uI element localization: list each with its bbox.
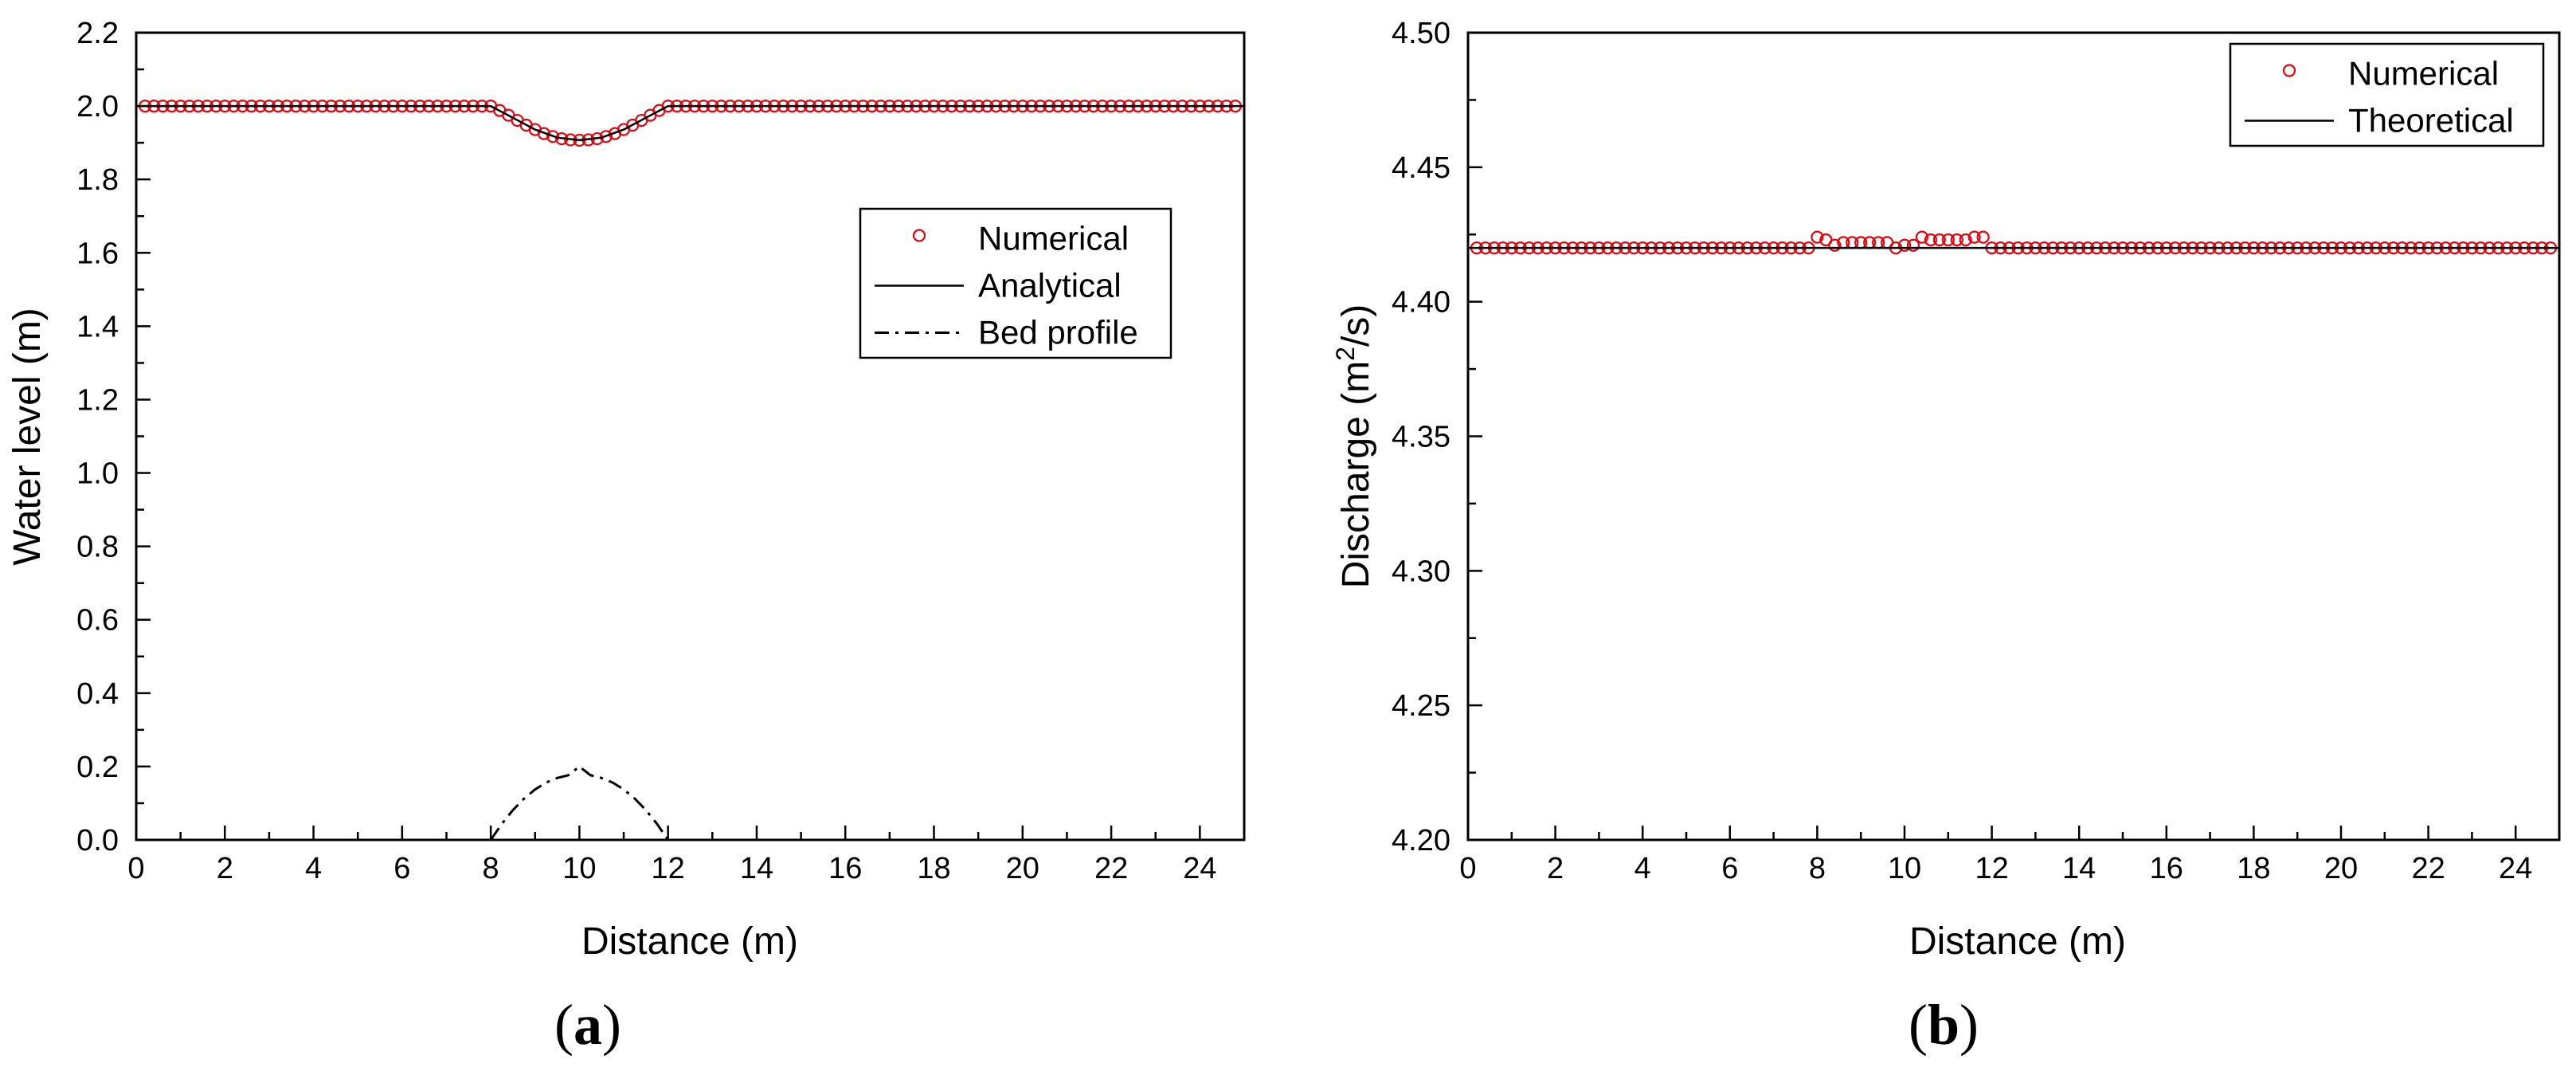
p0-x-tick-label: 4 bbox=[305, 852, 322, 885]
p0-legend-label: Numerical bbox=[978, 220, 1129, 257]
p1-x-tick-label: 10 bbox=[1888, 852, 1921, 885]
p0-x-tick-label: 14 bbox=[740, 852, 773, 885]
p1-numerical-point bbox=[1828, 238, 1842, 252]
p1-numerical-point bbox=[1959, 233, 1972, 247]
p0-axes-frame bbox=[135, 31, 1246, 842]
p0-y-tick-label: 0.4 bbox=[76, 677, 119, 711]
p0-bed-profile-line bbox=[489, 765, 669, 841]
p1-numerical-point bbox=[1941, 233, 1955, 247]
panel-a-caption-letter: a bbox=[574, 993, 602, 1057]
p0-y-tick-label: 2.0 bbox=[76, 90, 119, 124]
p1-numerical-point bbox=[1924, 233, 1937, 247]
p0-x-tick-label: 0 bbox=[127, 852, 144, 885]
p1-numerical-point bbox=[1811, 230, 1824, 244]
p1-x-tick-label: 8 bbox=[1809, 852, 1826, 885]
p1-legend-label: Numerical bbox=[2348, 55, 2499, 92]
p1-numerical-point bbox=[1950, 233, 1963, 247]
p0-y-tick-label: 1.8 bbox=[76, 163, 119, 197]
p1-axes-frame bbox=[1466, 31, 2561, 842]
panel-b-caption: (b) bbox=[1909, 993, 1979, 1057]
p0-x-tick-label: 12 bbox=[652, 852, 685, 885]
panel-b-plot-area: 0 2 4 6 8 10 12 14 16 18 20 22 244.204.254.304.354.4… bbox=[1392, 17, 2561, 885]
panel-a-water-level-chart: 0 2 4 6 8 10 12 14 16 18 20 22 240.00.20.40.60.81.01… bbox=[6, 17, 1246, 1057]
p1-numerical-point bbox=[1906, 238, 1920, 252]
p1-numerical-point bbox=[1932, 233, 1946, 247]
p0-legend-label: Bed profile bbox=[978, 314, 1138, 351]
p1-y-tick-label: 4.30 bbox=[1392, 555, 1450, 588]
p1-x-tick-label: 12 bbox=[1975, 852, 2008, 885]
p1-y-tick-label: 4.35 bbox=[1392, 421, 1450, 454]
p0-x-tick-label: 18 bbox=[917, 852, 950, 885]
p1-numerical-point bbox=[1897, 238, 1912, 252]
p1-y-tick-label: 4.50 bbox=[1392, 17, 1450, 50]
p0-x-tick-label: 22 bbox=[1094, 852, 1128, 885]
p0-numerical-point bbox=[546, 130, 560, 143]
p0-x-tick-label: 6 bbox=[393, 852, 410, 885]
p0-analytical-line bbox=[136, 104, 1244, 142]
p1-y-tick-label: 4.40 bbox=[1392, 286, 1450, 320]
p1-x-tick-label: 20 bbox=[2324, 852, 2358, 885]
panel-b-y-axis-label-prefix: Discharge (m bbox=[1335, 361, 1377, 588]
panel-a-plot-area: 0 2 4 6 8 10 12 14 16 18 20 22 240.00.20.40.60.81.01… bbox=[76, 17, 1246, 885]
p0-x-tick-label: 24 bbox=[1183, 852, 1216, 885]
p0-x-tick-label: 20 bbox=[1006, 852, 1039, 885]
p1-y-tick-label: 4.45 bbox=[1392, 151, 1450, 185]
p0-y-tick-label: 1.0 bbox=[76, 457, 119, 491]
panel-a-y-axis-label: Water level (m) bbox=[6, 308, 49, 566]
p0-y-tick-label: 0.2 bbox=[76, 751, 119, 784]
p1-x-tick-label: 22 bbox=[2411, 852, 2445, 885]
p1-legend: Numerical Theoretical bbox=[2229, 42, 2545, 147]
p0-legend-label: Analytical bbox=[978, 267, 1122, 304]
p0-x-tick-label: 2 bbox=[217, 852, 233, 885]
p1-numerical-point bbox=[1967, 230, 1981, 244]
p0-y-tick-label: 0.8 bbox=[76, 531, 119, 564]
p1-y-tick-label: 4.25 bbox=[1392, 689, 1450, 723]
p0-legend-marker bbox=[912, 229, 926, 242]
p1-y-tick-label: 4.20 bbox=[1392, 824, 1450, 857]
p1-numerical-point bbox=[1976, 230, 1990, 244]
p1-x-tick-label: 14 bbox=[2062, 852, 2096, 885]
p1-legend-box bbox=[2229, 42, 2545, 147]
p1-x-tick-label: 0 bbox=[1459, 852, 1476, 885]
p0-y-tick-label: 0.0 bbox=[76, 824, 119, 857]
p0-y-tick-label: 1.6 bbox=[76, 237, 119, 270]
p0-legend: Numerical Analytical Bed profile bbox=[859, 207, 1173, 359]
p1-x-tick-label: 18 bbox=[2237, 852, 2270, 885]
panel-b-y-axis-label: Discharge (m2/s) bbox=[1331, 304, 1377, 589]
panel-b-y-axis-label-sup: 2 bbox=[1331, 347, 1360, 361]
panel-b-discharge-chart: 0 2 4 6 8 10 12 14 16 18 20 22 244.204.254.304.354.4… bbox=[1331, 17, 2561, 1057]
p1-legend-marker bbox=[2282, 64, 2296, 77]
p0-y-tick-label: 0.6 bbox=[76, 604, 119, 638]
p0-numerical-point bbox=[599, 130, 613, 143]
panel-b-x-axis-label: Distance (m) bbox=[1909, 920, 2126, 963]
p1-legend-label: Theoretical bbox=[2348, 102, 2514, 139]
panel-b-caption-letter: b bbox=[1928, 993, 1959, 1057]
p1-x-tick-label: 6 bbox=[1721, 852, 1738, 885]
p0-numerical-point bbox=[537, 127, 550, 140]
panel-a-x-axis-label: Distance (m) bbox=[581, 920, 798, 963]
panel-b-y-axis-label-suffix: /s) bbox=[1335, 304, 1377, 347]
p0-x-tick-label: 10 bbox=[562, 852, 596, 885]
p0-x-tick-label: 16 bbox=[828, 852, 862, 885]
p1-x-tick-label: 16 bbox=[2150, 852, 2183, 885]
p0-y-tick-label: 1.4 bbox=[76, 310, 119, 343]
p1-numerical-point bbox=[1915, 230, 1929, 244]
panel-a-caption: (a) bbox=[554, 993, 621, 1057]
p0-y-tick-label: 2.2 bbox=[76, 17, 119, 50]
p0-x-tick-label: 8 bbox=[483, 852, 499, 885]
p1-x-tick-label: 2 bbox=[1547, 852, 1564, 885]
p1-x-tick-label: 4 bbox=[1634, 852, 1651, 885]
p0-y-tick-label: 1.2 bbox=[76, 383, 119, 417]
p1-x-tick-label: 24 bbox=[2499, 852, 2532, 885]
